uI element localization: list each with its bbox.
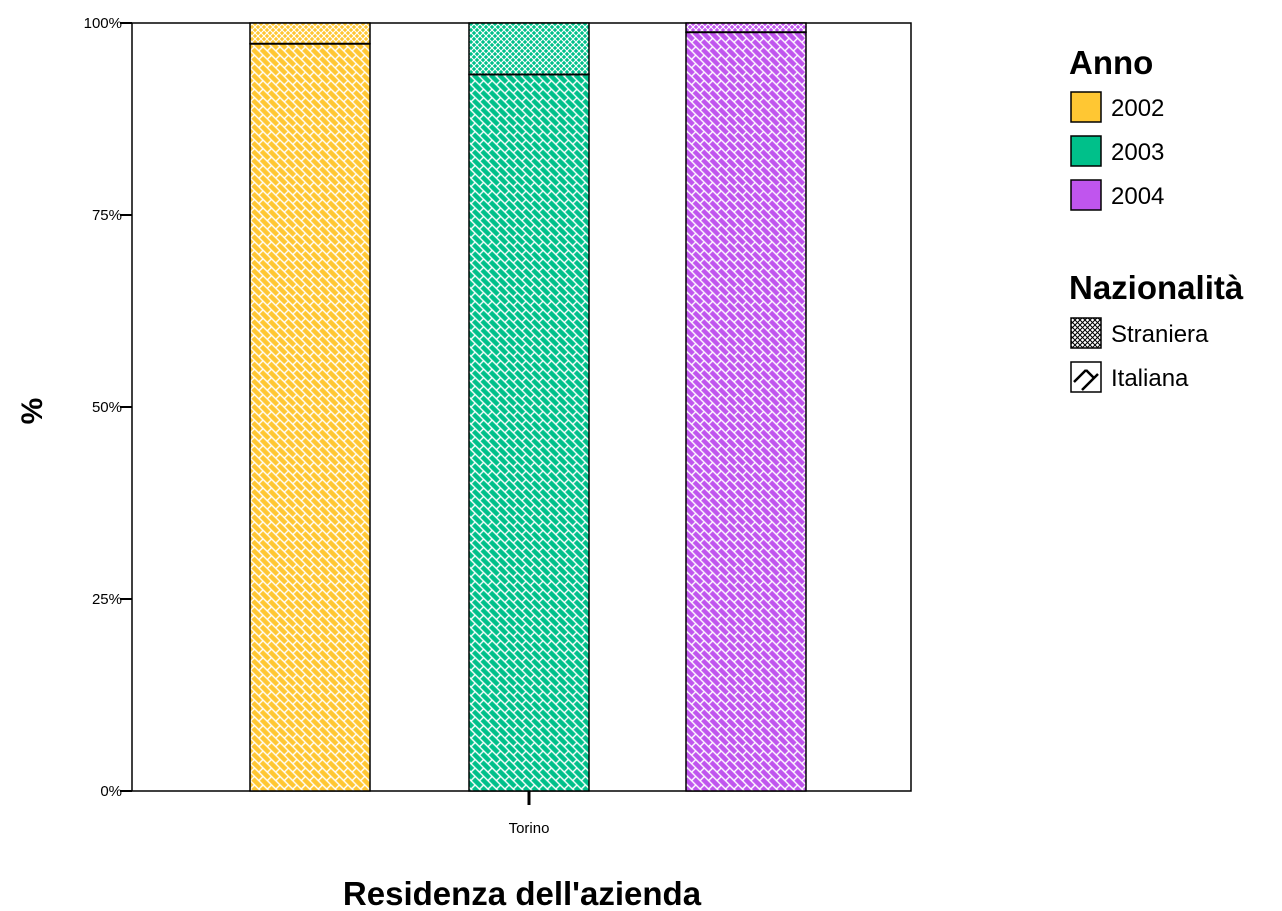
bar-segment-italiana-pattern-2004 [685,31,807,792]
bar-segment-straniera-pattern-2003 [468,22,590,76]
y-tick-label: 0% [100,783,122,800]
bars-group [249,22,807,792]
legend-swatch-anno [1070,179,1102,211]
x-tick-label: Torino [509,820,550,837]
y-tick-label: 100% [84,15,122,32]
x-axis: Torino [509,791,550,837]
legend-label-anno: 2002 [1111,95,1164,122]
legend-label-anno: 2004 [1111,183,1164,210]
legend-swatch-italiana-pattern [1073,369,1099,391]
legend-label-nazionalita: Italiana [1111,365,1189,392]
bar-segment-italiana-pattern-2003 [468,73,590,792]
legend-label-anno: 2003 [1111,139,1164,166]
bar-segment-italiana-pattern-2002 [249,42,371,792]
y-tick-label: 75% [92,207,122,224]
y-tick-label: 25% [92,591,122,608]
legend-label-nazionalita: Straniera [1111,321,1209,348]
legend-swatch-anno [1070,91,1102,123]
x-axis-title: Residenza dell'azienda [343,875,702,911]
y-tick-label: 50% [92,399,122,416]
y-axis-title: % [16,398,49,425]
bar-segment-straniera-pattern-2004 [685,22,807,33]
legend-title-anno: Anno [1069,44,1153,81]
legend-swatch-nazionalita [1070,317,1102,349]
y-axis: 0% 25% 50% 75% 100% [84,15,132,800]
legend-swatch-anno [1070,135,1102,167]
bar-segment-straniera-pattern-2002 [249,22,371,45]
legend: Anno Nazionalità 2002 2003 2004 Straniera It… [1069,44,1244,393]
legend-title-nazionalita: Nazionalità [1069,269,1244,306]
